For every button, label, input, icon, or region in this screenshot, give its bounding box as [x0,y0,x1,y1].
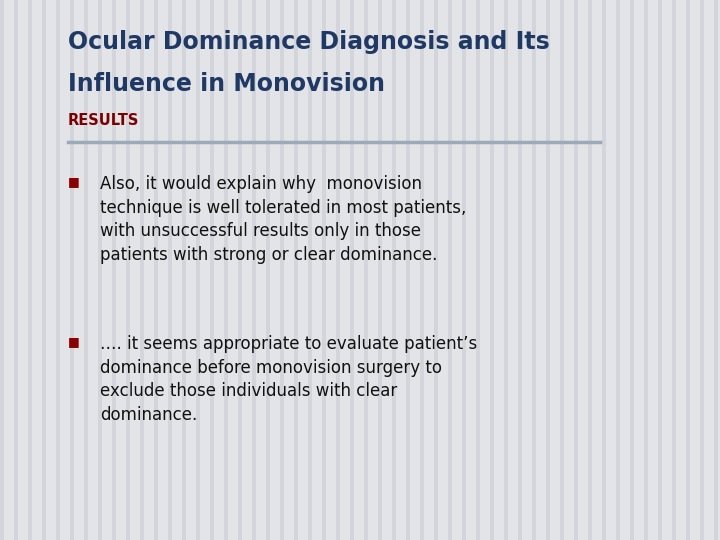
Bar [588,0,592,540]
Text: ■: ■ [68,335,80,348]
Bar [336,0,340,540]
Bar [378,0,382,540]
Bar [602,0,606,540]
Bar [98,0,102,540]
Bar [70,0,74,540]
Bar [560,0,564,540]
Bar [490,0,494,540]
Bar [154,0,158,540]
Bar [630,0,634,540]
Text: Influence in Monovision: Influence in Monovision [68,72,385,96]
Bar [616,0,620,540]
Bar [252,0,256,540]
Text: …. it seems appropriate to evaluate patient’s
dominance before monovision surger: …. it seems appropriate to evaluate pati… [100,335,477,424]
Text: Ocular Dominance Diagnosis and Its: Ocular Dominance Diagnosis and Its [68,30,550,54]
Bar [350,0,354,540]
Bar [322,0,326,540]
Bar [210,0,214,540]
Bar [392,0,396,540]
Bar [462,0,466,540]
Bar [266,0,270,540]
Bar [0,0,4,540]
Bar [686,0,690,540]
Bar [476,0,480,540]
Bar [700,0,704,540]
Bar [658,0,662,540]
Bar [140,0,144,540]
Bar [672,0,676,540]
Bar [308,0,312,540]
Bar [182,0,186,540]
Bar [294,0,298,540]
Bar [196,0,200,540]
Bar [112,0,116,540]
Bar [14,0,18,540]
Bar [28,0,32,540]
Bar [714,0,718,540]
Bar [644,0,648,540]
Bar [224,0,228,540]
Bar [504,0,508,540]
Bar [56,0,60,540]
Bar [518,0,522,540]
Bar [280,0,284,540]
Bar [238,0,242,540]
Text: ■: ■ [68,175,80,188]
Bar [546,0,550,540]
Text: RESULTS: RESULTS [68,113,140,128]
Bar [126,0,130,540]
Bar [364,0,368,540]
Bar [168,0,172,540]
Bar [574,0,578,540]
Bar [42,0,46,540]
Bar [434,0,438,540]
Text: Also, it would explain why  monovision
technique is well tolerated in most patie: Also, it would explain why monovision te… [100,175,467,264]
Bar [532,0,536,540]
Bar [420,0,424,540]
Bar [84,0,88,540]
Bar [406,0,410,540]
Bar [448,0,452,540]
